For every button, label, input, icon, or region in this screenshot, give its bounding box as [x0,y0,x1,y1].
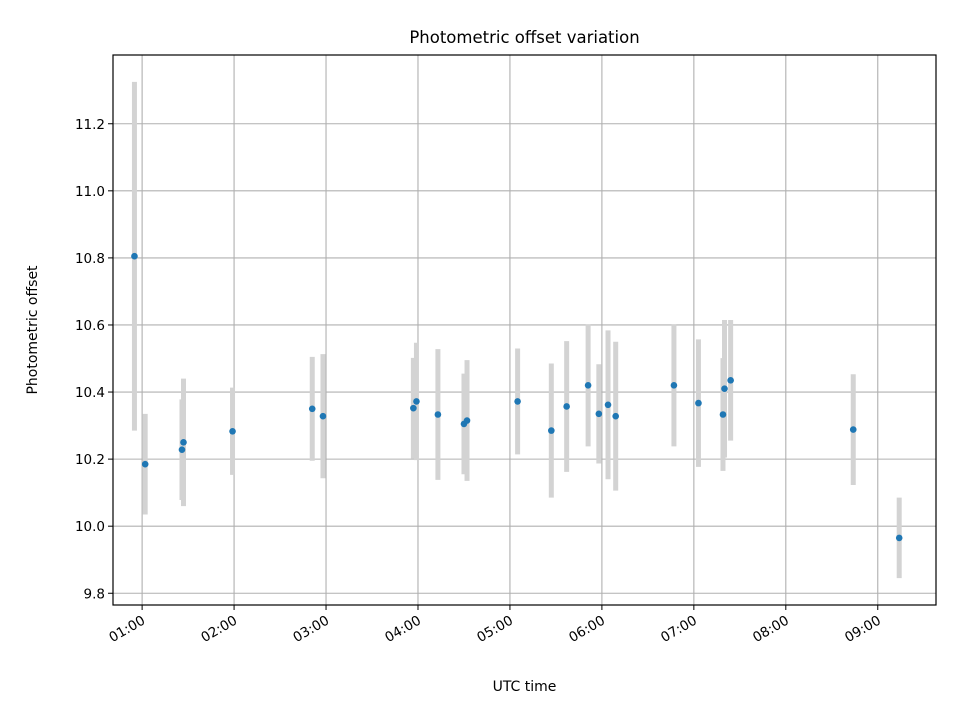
plot-frame [112,54,937,606]
data-point [584,382,592,389]
data-point [695,399,702,407]
data-point [229,427,236,435]
data-point [434,411,442,418]
y-tick-label: 11.0 [75,184,105,200]
data-point [463,417,471,424]
grid-lines [113,55,936,605]
y-tick-label: 10.8 [75,251,105,267]
data-points [131,252,903,542]
data-point [595,410,603,418]
data-point [895,534,903,542]
y-tick-label: 9.8 [84,586,105,602]
data-point [612,412,619,420]
data-point [563,403,570,410]
data-point [721,385,728,392]
chart-title: Photometric offset variation [409,28,639,47]
data-point [670,382,678,389]
y-tick-label: 10.4 [75,385,105,401]
data-point [410,404,417,412]
data-point [548,427,555,434]
data-point [141,460,149,468]
data-point [604,401,612,409]
x-axis-label: UTC time [493,679,557,695]
y-tick-label: 10.0 [75,519,105,535]
data-point [719,411,727,418]
data-point [131,252,138,260]
y-axis-label: Photometric offset [25,265,41,395]
y-tick-label: 10.6 [75,318,105,334]
data-point [308,405,316,413]
data-point [319,412,327,420]
data-point [178,446,186,454]
data-point [727,377,734,384]
y-tick-label: 11.2 [75,117,105,133]
data-point [413,398,420,405]
data-point [180,439,187,446]
data-point [514,398,521,405]
y-tick-label: 10.2 [75,452,105,468]
y-axis: 9.8 10.0 10.2 10.4 10.6 10.8 11.0 11.2 [75,117,113,602]
data-point [849,426,857,433]
